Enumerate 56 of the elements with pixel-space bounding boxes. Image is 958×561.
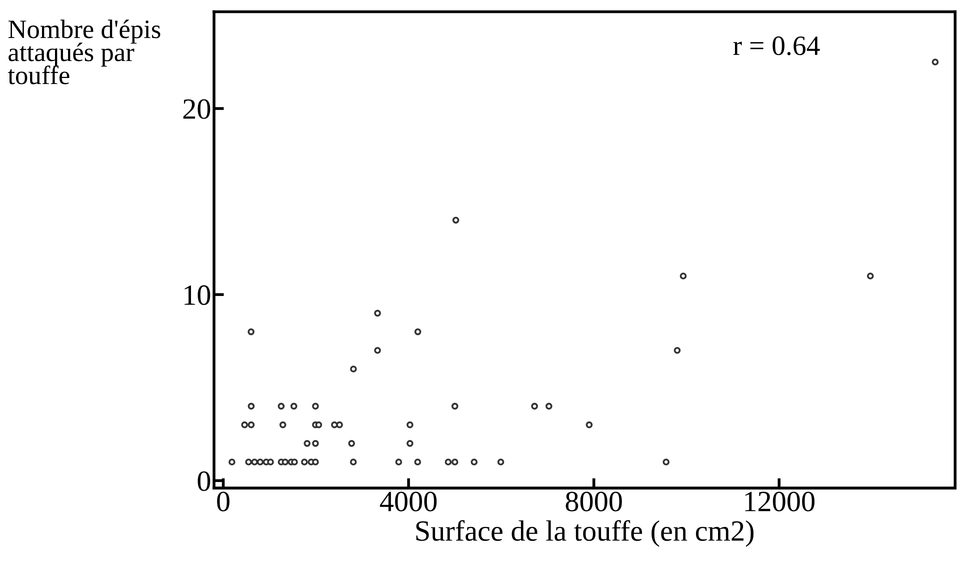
point [291,458,298,466]
point [451,402,458,410]
point [336,421,343,428]
point [662,458,670,466]
point [248,328,254,336]
point [278,402,285,410]
y-tick-label: 20 [183,99,210,119]
point [251,458,258,466]
y-tick-label: 10 [184,285,210,305]
point [414,328,422,336]
point [312,458,319,466]
point [406,421,414,428]
point [866,272,874,280]
point [470,458,478,466]
point [301,458,308,466]
point [279,421,286,428]
y-tick-label: 0 [198,471,210,492]
point [350,458,357,466]
point [932,58,939,66]
point [531,402,538,410]
point [304,440,311,447]
point [256,458,264,466]
point [586,421,593,428]
point [444,458,452,466]
point [680,272,687,280]
point [374,346,381,354]
x-tick-label: 8000 [566,492,622,512]
point [248,421,255,428]
point [248,402,255,410]
point [545,402,552,410]
x-axis-title: Surface de la touffe (en cm2) [416,520,754,547]
point [497,458,504,466]
x-tick-label: 12000 [745,492,814,512]
point [290,402,298,410]
point [674,346,681,354]
point [312,402,319,410]
x-tick-label: 4000 [380,492,437,512]
point [452,216,460,224]
point [315,421,322,428]
point [406,440,414,447]
point [451,458,458,466]
point [395,458,402,466]
y-axis-title: Nombre d'épis attaqués par touffe [8,20,160,84]
x-tick-label: 0 [217,492,230,512]
point [348,440,355,447]
point [374,310,381,317]
point [228,458,236,466]
point [241,421,248,428]
point [282,458,289,466]
point [414,458,422,466]
point [350,366,357,372]
point [245,458,252,466]
point [331,421,338,428]
annotation: r = 0.64 [733,36,820,56]
point [312,440,319,447]
point [267,458,274,466]
